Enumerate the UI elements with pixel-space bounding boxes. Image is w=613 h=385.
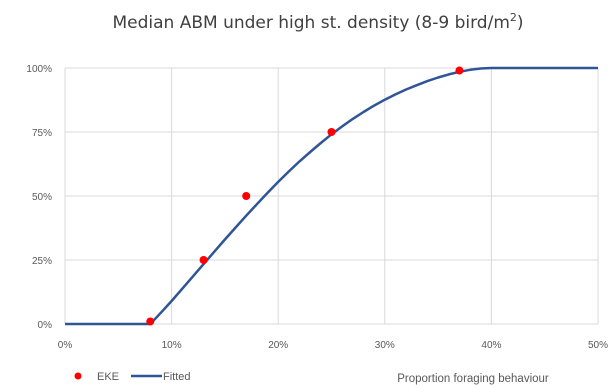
- x-axis-ticks: 0% 10% 20% 30% 40% 50%: [58, 340, 608, 351]
- y-tick-label: 25%: [32, 256, 52, 267]
- series-line-fitted: [65, 66, 598, 326]
- x-tick-label: 40%: [481, 340, 501, 351]
- y-tick-label: 75%: [32, 128, 52, 139]
- y-axis-ticks: 0% 25% 50% 75% 100%: [26, 64, 52, 331]
- x-axis-label: Proportion foraging behaviour: [397, 373, 549, 385]
- y-tick-label: 0%: [38, 320, 53, 331]
- y-tick-label: 50%: [32, 192, 52, 203]
- x-tick-label: 30%: [375, 340, 395, 351]
- x-tick-label: 0%: [58, 340, 73, 351]
- legend-eke-marker: [74, 372, 82, 380]
- x-tick-label: 10%: [162, 340, 182, 351]
- data-point-eke: [242, 192, 251, 200]
- legend: EKE Fitted: [74, 371, 191, 383]
- y-tick-label: 100%: [26, 64, 52, 75]
- legend-fitted-label: Fitted: [163, 371, 191, 383]
- data-point-eke: [327, 128, 336, 136]
- data-point-eke: [199, 256, 208, 264]
- legend-eke-label: EKE: [97, 371, 119, 383]
- gridlines: [64, 67, 599, 325]
- eke-points-layer: [146, 66, 464, 326]
- fitted-curve-layer: [65, 66, 598, 326]
- data-point-eke: [146, 317, 155, 326]
- data-point-eke: [455, 66, 464, 75]
- x-tick-label: 20%: [268, 340, 288, 351]
- x-tick-label: 50%: [588, 340, 608, 351]
- chart-title: Median ABM under high st. density (8-9 b…: [112, 11, 523, 33]
